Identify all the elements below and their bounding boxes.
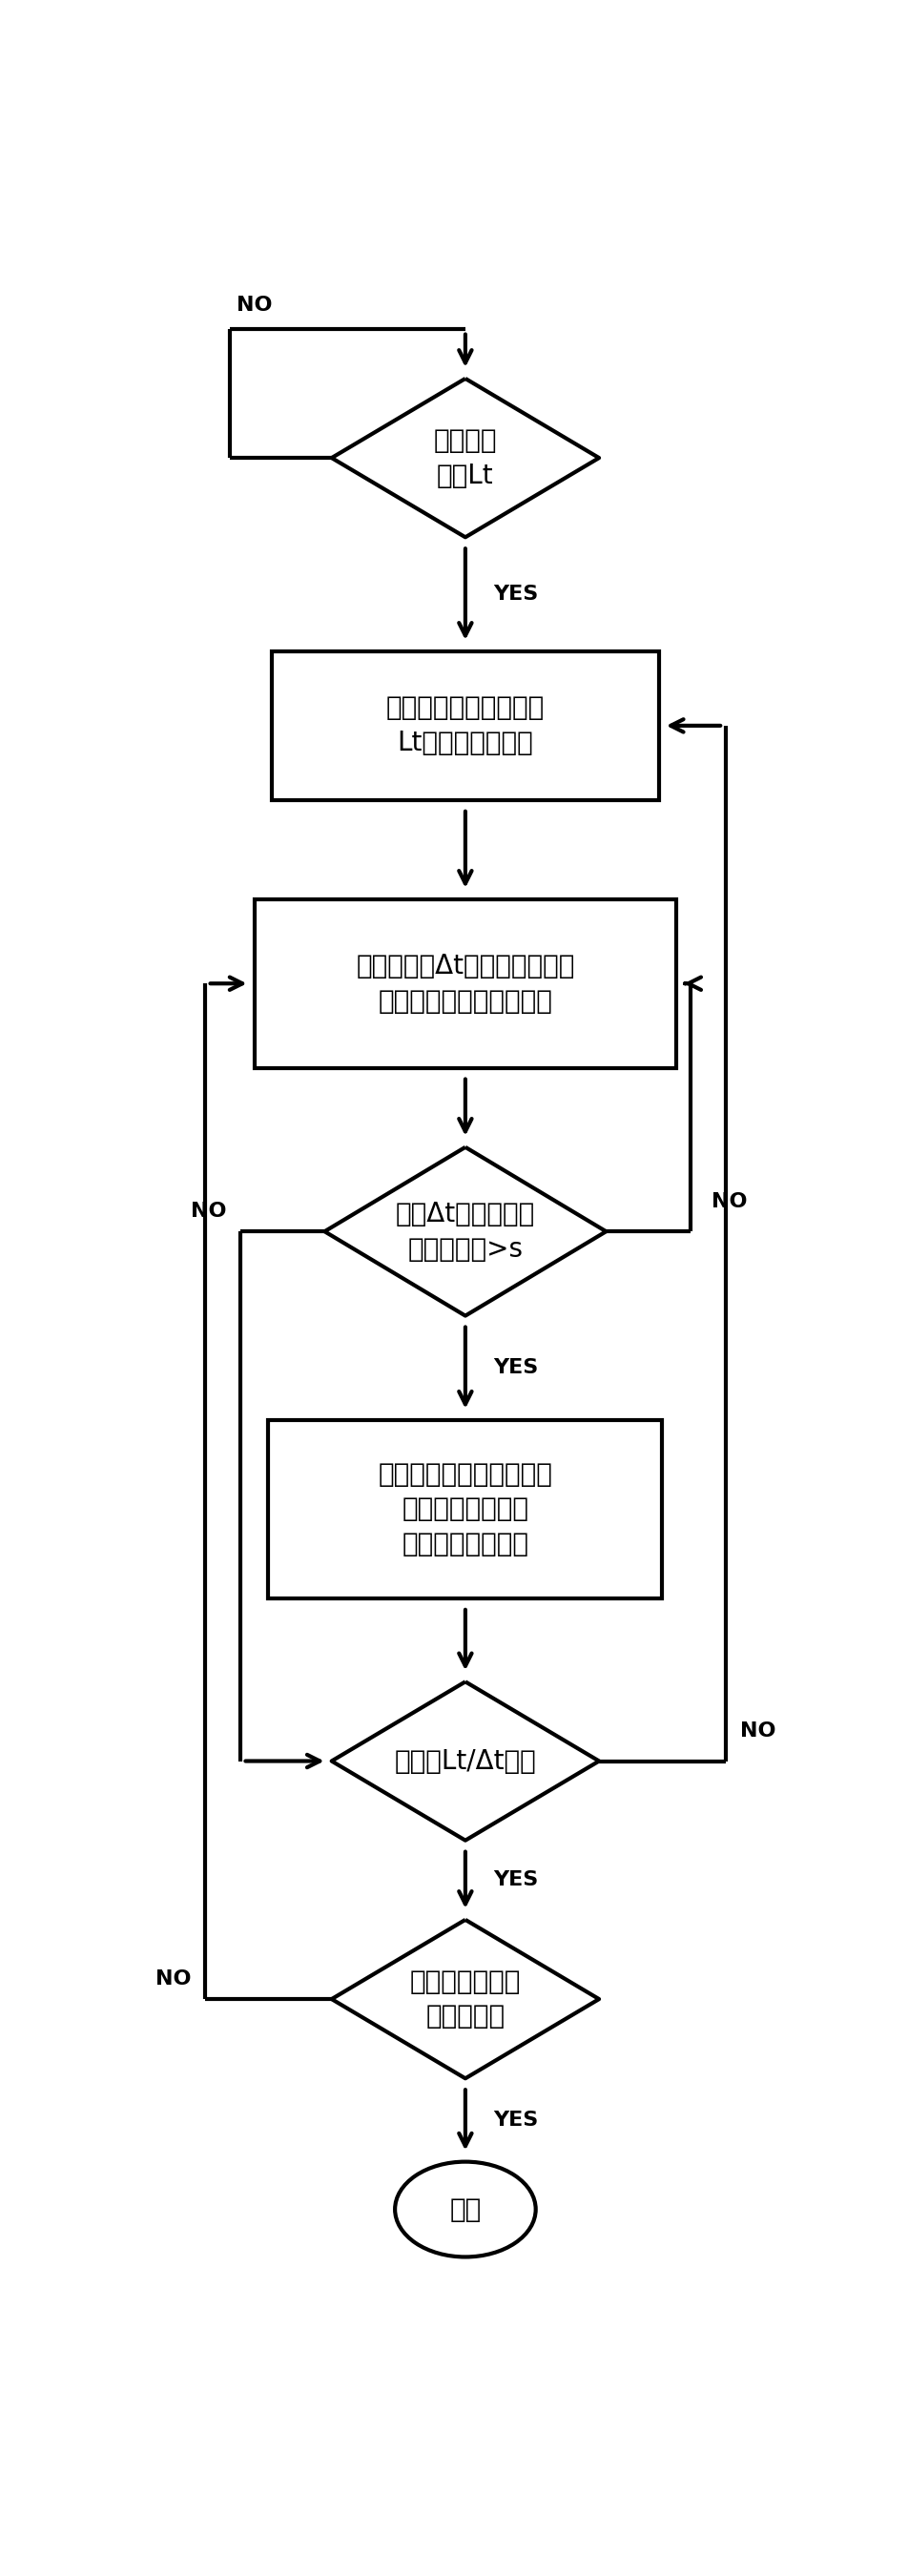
Text: YES: YES [494, 1870, 538, 1891]
Text: NO: NO [155, 1971, 191, 1989]
Text: 获取所有表箱监测单元
Lt内电流曲线数据: 获取所有表箱监测单元 Lt内电流曲线数据 [386, 696, 545, 757]
Text: 结束: 结束 [449, 2195, 481, 2223]
Text: 计算完Lt/Δt个点: 计算完Lt/Δt个点 [394, 1747, 537, 1775]
Bar [269, 1419, 663, 1597]
Text: YES: YES [494, 2110, 538, 2130]
Text: NO: NO [712, 1193, 747, 1211]
Bar [271, 652, 659, 801]
Text: NO: NO [237, 296, 272, 314]
Text: 当前Δt内仅有一个
表箱相似度>s: 当前Δt内仅有一个 表箱相似度>s [396, 1200, 535, 1262]
Text: NO: NO [191, 1203, 226, 1221]
Ellipse shape [395, 2161, 536, 2257]
Text: 所有表箱节点已
知其父节点: 所有表箱节点已 知其父节点 [410, 1968, 521, 2030]
Text: YES: YES [494, 585, 538, 603]
Text: 计算出某一Δt内表箱电流波动
与分支箱电流波动相似度: 计算出某一Δt内表箱电流波动 与分支箱电流波动相似度 [356, 953, 575, 1015]
Text: 发送分支箱监测单元地址
至该表箱监测单元
作为其父节点地址: 发送分支箱监测单元地址 至该表箱监测单元 作为其父节点地址 [378, 1461, 553, 1558]
Text: YES: YES [494, 1358, 538, 1378]
Bar [254, 899, 676, 1069]
Text: NO: NO [740, 1721, 775, 1741]
Text: 定时抄读
周期Lt: 定时抄读 周期Lt [434, 428, 497, 489]
